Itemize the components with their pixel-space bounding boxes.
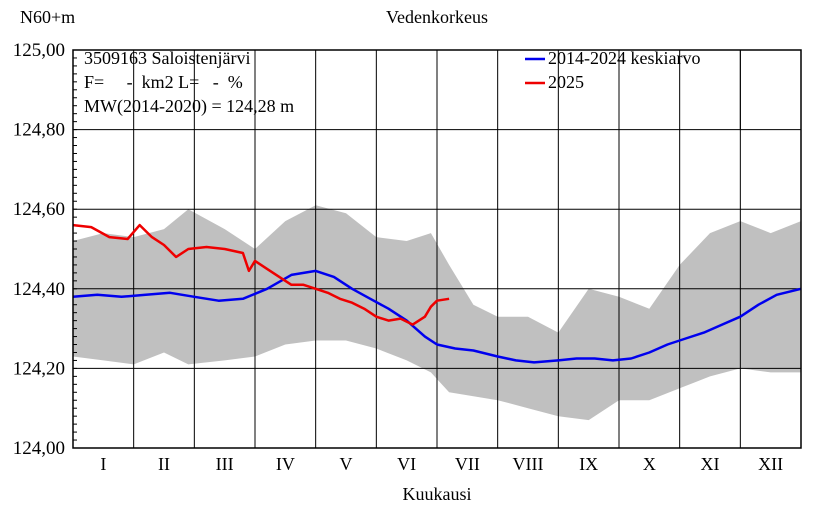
- y-tick-label: 124,20: [13, 358, 65, 379]
- x-axis-label: Kuukausi: [403, 484, 472, 504]
- month-label: VIII: [513, 454, 544, 474]
- month-label: X: [643, 454, 656, 474]
- series-2025-line: [72, 223, 450, 326]
- y-tick-label: 124,00: [13, 438, 65, 459]
- y-axis-unit-label: N60+m: [20, 7, 75, 27]
- month-label: IX: [579, 454, 598, 474]
- series-lines: [72, 223, 802, 364]
- y-tick-label: 124,40: [13, 279, 65, 300]
- month-label: V: [340, 454, 353, 474]
- month-label: II: [158, 454, 170, 474]
- series-average-line: [72, 269, 802, 364]
- month-label: III: [216, 454, 234, 474]
- mean-water-level: MW(2014-2020) = 124,28 m: [84, 96, 294, 117]
- legend: 2014-2024 keskiarvo 2025: [525, 48, 700, 92]
- month-label: VII: [455, 454, 480, 474]
- info-box: 3509163 Saloistenjärvi F= - km2 L= - % M…: [84, 48, 294, 117]
- month-label: VI: [397, 454, 416, 474]
- month-label: I: [100, 454, 106, 474]
- legend-label-2025: 2025: [548, 72, 584, 92]
- legend-label-average: 2014-2024 keskiarvo: [548, 48, 700, 68]
- station-name: 3509163 Saloistenjärvi: [84, 48, 250, 68]
- y-tick-label: 124,60: [13, 199, 65, 220]
- month-label: XII: [758, 454, 783, 474]
- y-tick-label: 125,00: [13, 40, 65, 61]
- month-label: IV: [276, 454, 295, 474]
- x-tick-labels: I II III IV V VI VII VIII IX X XI XII: [100, 454, 783, 474]
- y-tick-labels: 124,00 124,20 124,40 124,60 124,80 125,00: [13, 40, 65, 459]
- y-tick-label: 124,80: [13, 120, 65, 141]
- plot-frame: [72, 49, 802, 449]
- catchment-info: F= - km2 L= - %: [84, 72, 243, 92]
- month-label: XI: [701, 454, 720, 474]
- chart-title: Vedenkorkeus: [386, 7, 488, 27]
